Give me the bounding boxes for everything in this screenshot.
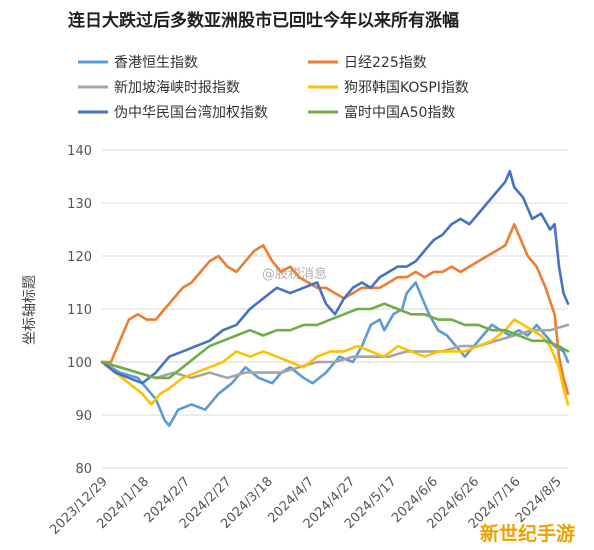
y-tick-label: 100 bbox=[67, 356, 92, 371]
legend-label: 富时中国A50指数 bbox=[344, 104, 455, 121]
y-tick-label: 130 bbox=[67, 197, 92, 212]
series-line-nikkei bbox=[100, 222, 570, 396]
y-tick-label: 90 bbox=[75, 409, 92, 424]
y-tick-label: 120 bbox=[67, 250, 92, 265]
series-group bbox=[100, 169, 570, 427]
y-axis: 80 90 100 110 120 130 140 bbox=[67, 144, 92, 477]
y-tick-label: 110 bbox=[67, 303, 92, 318]
y-tick-label: 140 bbox=[67, 144, 92, 159]
legend-label: 伪中华民国台湾加权指数 bbox=[114, 104, 268, 121]
series-line-taiex bbox=[100, 169, 570, 385]
legend-label: 香港恒生指数 bbox=[114, 55, 198, 71]
legend-label: 新加坡海峡时报指数 bbox=[114, 80, 240, 96]
series-line-hangseng bbox=[100, 281, 570, 427]
watermark: @股税消息 bbox=[262, 266, 327, 282]
series-line-ftse_a50 bbox=[100, 302, 570, 380]
legend-label: 日经225指数 bbox=[344, 55, 427, 71]
chart-title: 连日大跌过后多数亚洲股市已回吐今年以来所有涨幅 bbox=[68, 10, 459, 31]
corner-mark: 新世纪手游 bbox=[480, 522, 575, 545]
series-line-kospi bbox=[100, 318, 570, 406]
legend-label: 狗邪韩国KOSPI指数 bbox=[344, 80, 469, 96]
y-axis-label: 坐标轴标题 bbox=[22, 275, 38, 345]
y-tick-label: 80 bbox=[75, 462, 92, 477]
